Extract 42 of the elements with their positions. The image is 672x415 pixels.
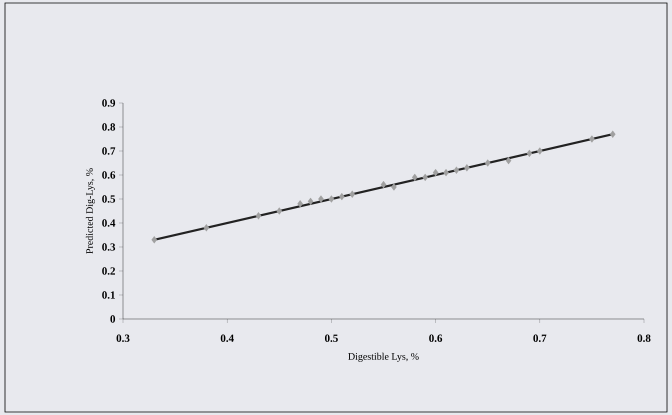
point: [380, 180, 386, 188]
point: [432, 168, 438, 176]
y-tick-label: 0: [110, 315, 116, 323]
x-tick-label: 0.7: [533, 334, 546, 342]
point: [151, 236, 158, 244]
point: [412, 174, 418, 182]
x-tick-label: 0.8: [638, 334, 650, 342]
point: [589, 135, 595, 143]
y-tick-label: 0.8: [102, 123, 116, 131]
point: [454, 166, 460, 174]
point: [506, 156, 512, 164]
point: [349, 190, 356, 198]
y-axis-title: Predicted Dig-Lys, %: [86, 168, 95, 254]
x-tick-label: 0.3: [116, 334, 130, 342]
x-tick-label: 0.4: [220, 334, 234, 342]
x-axis-title: Digestible Lys, %: [348, 352, 419, 362]
point: [464, 164, 470, 172]
y-tick-label: 0.9: [102, 99, 116, 107]
y-tick-label: 0.4: [102, 219, 116, 227]
point: [484, 159, 491, 167]
point: [276, 207, 282, 215]
point: [422, 174, 428, 182]
point: [328, 195, 334, 203]
point: [391, 183, 397, 191]
y-tick-label: 0.6: [102, 171, 116, 179]
y-tick-label: 0.5: [102, 195, 116, 203]
point: [610, 130, 616, 138]
point: [318, 195, 324, 203]
point: [338, 192, 345, 200]
x-tick-label: 0.6: [429, 334, 442, 342]
point: [204, 224, 210, 232]
point: [297, 200, 303, 208]
x-tick-label: 0.5: [324, 334, 338, 342]
point: [443, 168, 449, 176]
point: [536, 147, 543, 155]
y-tick-label: 0.1: [102, 291, 115, 299]
point: [526, 150, 532, 158]
y-tick-label: 0.2: [102, 267, 115, 275]
point: [308, 198, 314, 206]
y-tick-label: 0.3: [102, 243, 116, 251]
point: [256, 212, 262, 220]
y-tick-label: 0.7: [102, 147, 116, 155]
